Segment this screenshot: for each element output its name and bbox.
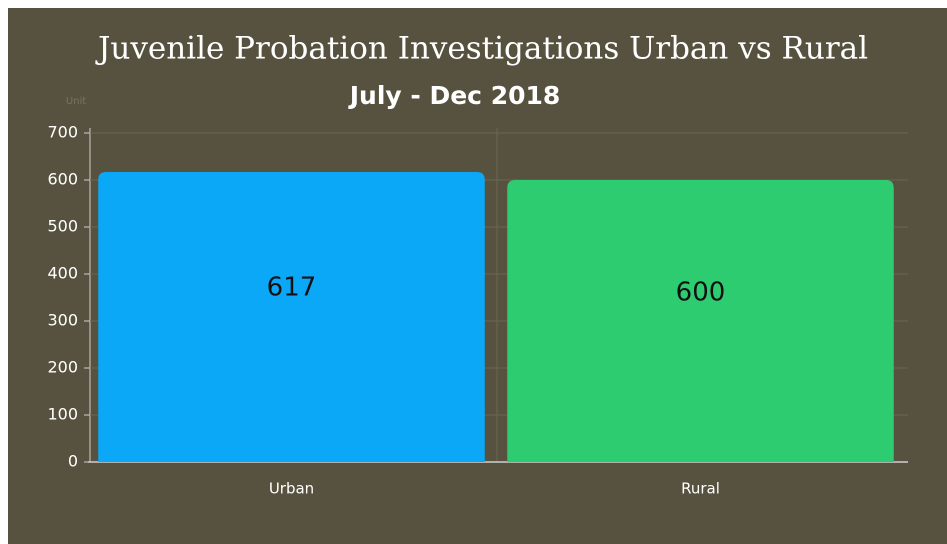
y-tick-label: 100: [47, 405, 78, 424]
y-axis-label: Unit: [66, 96, 86, 107]
x-tick-label: Rural: [681, 480, 720, 498]
y-tick-label: 400: [47, 264, 78, 283]
chart-subtitle: July - Dec 2018: [348, 81, 561, 110]
y-tick-label: 500: [47, 217, 78, 236]
y-tick-label: 300: [47, 311, 78, 330]
bar: [507, 180, 894, 462]
y-tick-label: 200: [47, 358, 78, 377]
y-tick-label: 700: [47, 123, 78, 142]
y-tick-label: 0: [68, 452, 78, 471]
bar: [98, 172, 485, 462]
value-label: 600: [676, 277, 726, 307]
x-tick-label: Urban: [269, 480, 314, 498]
chart-title: Juvenile Probation Investigations Urban …: [95, 31, 868, 67]
value-label: 617: [267, 273, 317, 303]
y-tick-label: 600: [47, 170, 78, 189]
